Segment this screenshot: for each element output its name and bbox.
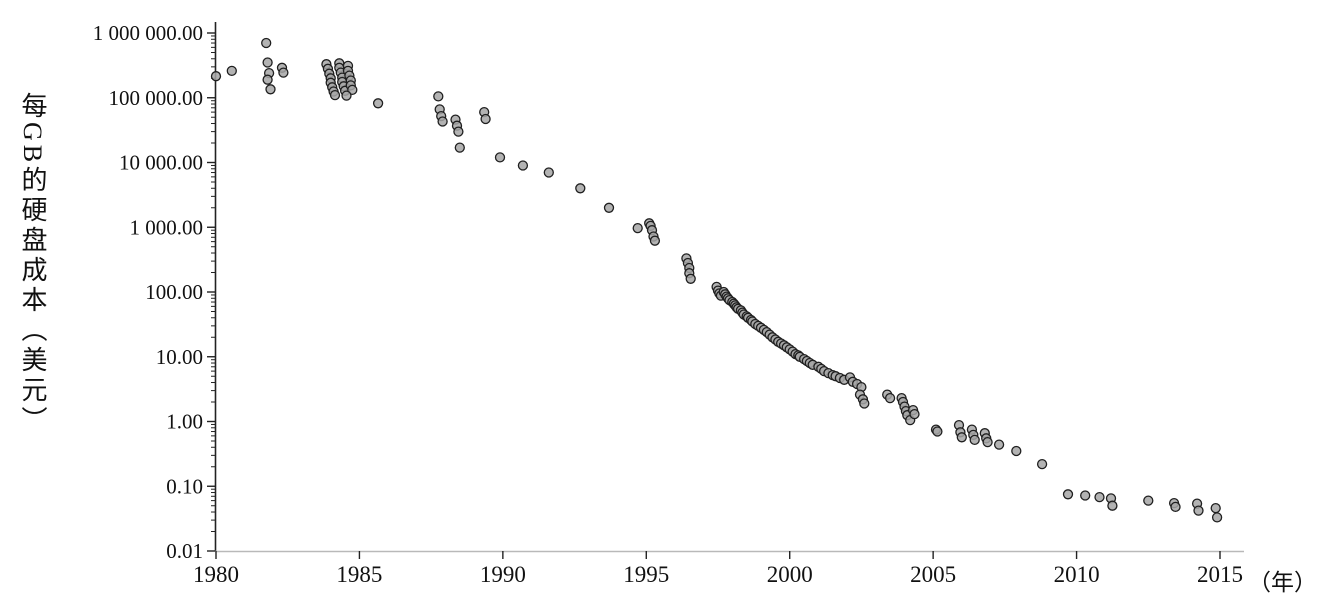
data-point — [261, 37, 272, 49]
data-point — [1193, 505, 1204, 516]
x-tick-label: 1980 — [193, 562, 239, 587]
y-tick-label: 100.00 — [145, 280, 203, 304]
data-point — [1210, 502, 1221, 514]
x-tick-label: 1990 — [480, 562, 526, 587]
data-point — [1036, 458, 1048, 470]
data-point — [454, 142, 465, 153]
data-point — [632, 222, 643, 234]
x-tick-label: 2010 — [1054, 562, 1100, 587]
y-tick-label: 0.01 — [166, 539, 203, 563]
data-point — [341, 90, 352, 101]
data-point — [884, 392, 896, 404]
x-tick-label: 2015 — [1197, 562, 1243, 587]
y-tick-label: 1 000.00 — [130, 215, 204, 239]
y-tick-label: 1.00 — [166, 410, 203, 434]
y-tick-label: 1 000 000.00 — [93, 21, 203, 45]
data-point — [437, 116, 448, 127]
data-point — [494, 152, 506, 163]
data-point — [575, 183, 586, 194]
data-point — [956, 432, 967, 443]
data-point — [329, 89, 341, 101]
data-point — [993, 439, 1005, 450]
data-point — [1094, 491, 1105, 503]
data-point — [262, 57, 273, 68]
data-point — [1143, 495, 1154, 506]
x-tick-label: 1995 — [623, 562, 669, 587]
y-tick-label: 10 000.00 — [119, 151, 203, 175]
data-point — [433, 91, 444, 102]
data-point — [909, 408, 920, 420]
data-point — [517, 160, 529, 171]
data-point — [262, 74, 273, 85]
data-point — [649, 235, 661, 246]
data-point — [543, 167, 554, 178]
data-point — [480, 113, 491, 125]
data-point — [1211, 512, 1223, 523]
data-point — [932, 426, 943, 437]
y-tick-label: 100 000.00 — [109, 86, 204, 110]
x-tick-label: 2005 — [910, 562, 956, 587]
data-point — [982, 436, 993, 448]
y-axis-title: 每GB的硬盘成本（美元） — [18, 92, 47, 437]
data-point — [1011, 445, 1022, 457]
y-tick-label: 10.00 — [156, 345, 203, 369]
data-point — [226, 65, 237, 77]
x-tick-label: 1985 — [336, 562, 382, 587]
x-axis-unit-label: （年） — [1248, 570, 1317, 595]
y-tick-label: 0.10 — [166, 474, 203, 498]
x-tick-label: 2000 — [767, 562, 813, 587]
data-point — [453, 126, 464, 137]
data-point — [372, 98, 384, 109]
data-point — [685, 273, 696, 284]
data-point — [265, 84, 276, 95]
data-point — [278, 67, 289, 78]
data-point — [1107, 500, 1118, 511]
data-point — [1080, 490, 1091, 501]
data-point — [1062, 489, 1074, 500]
data-point — [210, 71, 222, 82]
data-point — [1170, 501, 1181, 513]
data-point — [969, 434, 980, 446]
data-point — [859, 398, 870, 409]
data-point — [603, 202, 615, 213]
